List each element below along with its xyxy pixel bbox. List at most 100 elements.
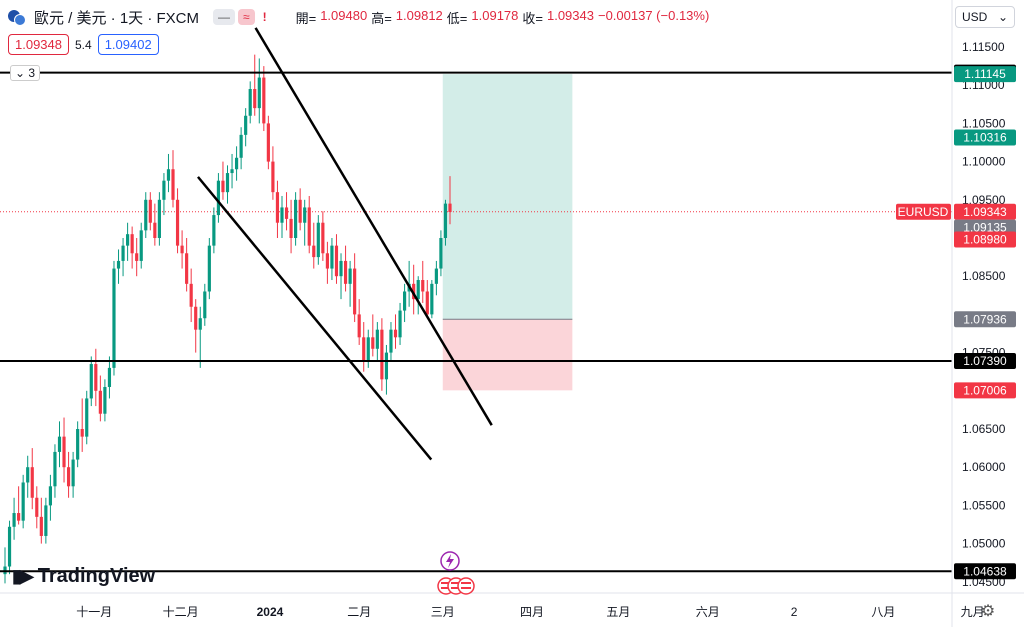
candle-body xyxy=(198,318,202,330)
candle-body xyxy=(280,207,284,223)
candle-body xyxy=(425,291,429,315)
y-tick-label: 1.05000 xyxy=(962,537,1006,551)
candle-body xyxy=(171,169,175,200)
candle-body xyxy=(175,199,180,246)
candle xyxy=(76,421,80,468)
candle-body xyxy=(398,310,402,338)
price-tag-bg xyxy=(954,203,1016,220)
candle-body xyxy=(30,467,34,498)
price-tag-bg xyxy=(954,563,1016,580)
candle xyxy=(162,173,166,216)
candle-body xyxy=(421,280,425,292)
buy-price-button[interactable]: 1.09402 xyxy=(97,34,159,55)
candle xyxy=(116,249,121,284)
candle xyxy=(66,451,71,498)
lightning-event-icon[interactable] xyxy=(440,551,460,571)
channel-trendline[interactable] xyxy=(254,27,493,426)
symbol-tag-label: EURUSD xyxy=(898,205,949,219)
candle-body xyxy=(189,283,193,307)
candle-body xyxy=(393,329,398,338)
price-tag-label: 1.07006 xyxy=(963,383,1007,397)
candle-body xyxy=(257,77,261,109)
price-tag-bg xyxy=(954,382,1016,399)
y-tick-label: 1.09500 xyxy=(962,193,1006,207)
candle xyxy=(7,520,12,575)
mode-pill-alert[interactable]: ! xyxy=(262,10,267,24)
y-tick-label: 1.08500 xyxy=(962,269,1006,283)
candle xyxy=(353,253,357,323)
symbol-tag-bg xyxy=(896,203,951,220)
candle xyxy=(289,199,293,254)
candle-body xyxy=(144,199,148,231)
candle xyxy=(362,322,366,372)
mode-pill-line[interactable]: — xyxy=(213,9,236,25)
candle-body xyxy=(275,192,280,223)
candle xyxy=(135,238,139,277)
candle-body xyxy=(439,238,443,269)
candle xyxy=(266,115,270,170)
price-tag-label: 1.11145 xyxy=(964,67,1006,81)
price-tag-label: 1.07936 xyxy=(963,312,1007,326)
target-zone[interactable] xyxy=(442,74,573,320)
x-tick-label: 二月 xyxy=(347,605,371,619)
currency-select[interactable]: USD ⌄ xyxy=(955,6,1015,28)
candle xyxy=(212,207,216,254)
symbol-title[interactable]: 歐元 / 美元 · 1天 · FXCM xyxy=(34,9,200,27)
candle-body xyxy=(212,215,216,246)
tradingview-logo: ▮▶ TradingView xyxy=(12,565,155,588)
candle-body xyxy=(325,253,329,269)
candle xyxy=(17,486,21,525)
candle-body xyxy=(343,260,348,284)
candle xyxy=(107,356,112,399)
candle-body xyxy=(230,169,234,174)
candle-body xyxy=(103,386,107,414)
lightning-bolt xyxy=(446,554,454,568)
candle-body xyxy=(126,234,130,246)
candle-body xyxy=(248,89,252,116)
candle xyxy=(157,192,161,246)
chevron-icon: ⌄ xyxy=(15,66,26,80)
candle xyxy=(148,192,152,231)
candle-body xyxy=(371,337,375,349)
candle-body xyxy=(221,180,225,193)
candle xyxy=(103,379,107,422)
candle-body xyxy=(348,268,352,284)
candle-body xyxy=(71,459,75,487)
candle-body xyxy=(48,486,52,506)
channel-trendline[interactable] xyxy=(196,176,433,461)
flag-stripe xyxy=(441,587,451,589)
candle xyxy=(389,322,393,361)
price-tag-label: 1.10316 xyxy=(963,130,1007,144)
candle-body xyxy=(57,436,62,452)
candle xyxy=(330,238,334,281)
price-tag-bg xyxy=(954,66,1016,83)
brand-name: TradingView xyxy=(37,565,156,587)
candle xyxy=(257,58,261,124)
candle-body xyxy=(321,222,325,254)
candle xyxy=(230,153,234,189)
candle xyxy=(403,283,407,323)
x-tick-label: 五月 xyxy=(606,605,630,619)
candle-body xyxy=(135,253,139,261)
candle xyxy=(30,448,34,510)
candle xyxy=(244,108,248,147)
price-tag: 1.04638 xyxy=(954,563,1016,580)
sell-price-button[interactable]: 1.09348 xyxy=(8,34,69,55)
candle xyxy=(421,260,425,303)
mode-pill-approx[interactable]: ≈ xyxy=(238,9,255,25)
x-tick-label: 三月 xyxy=(431,605,455,619)
flag-stripe xyxy=(451,587,461,589)
settings-gear-icon[interactable]: ⚙ xyxy=(980,603,996,620)
candle xyxy=(443,199,448,246)
indicator-toggle[interactable]: ⌄ 3 xyxy=(10,65,41,81)
candle-body xyxy=(98,390,102,414)
flag-stripe xyxy=(451,582,461,584)
candle-body xyxy=(112,268,116,368)
candle-body xyxy=(194,306,198,330)
candle-body xyxy=(207,245,211,292)
symbol-header: 歐元 / 美元 · 1天 · FXCM — ≈ ! 開= 1.09480 高= 1.… xyxy=(8,6,709,28)
us-flag-event-icon[interactable] xyxy=(457,577,475,595)
stop-zone[interactable] xyxy=(442,319,573,391)
candle-body xyxy=(271,161,275,193)
